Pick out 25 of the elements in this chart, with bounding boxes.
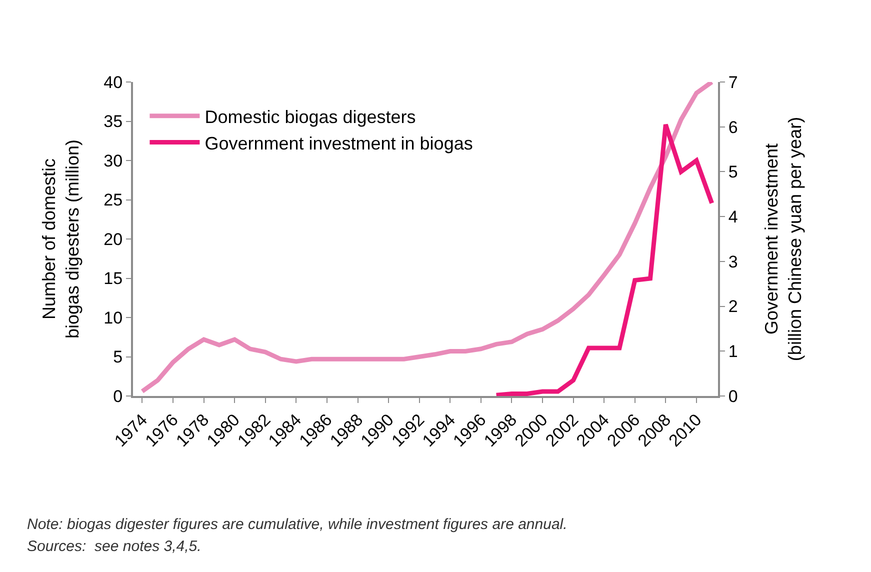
y2-tick-label: 7	[728, 72, 738, 92]
y2-tick-label: 1	[728, 342, 738, 362]
source-note: Sources: see notes 3,4,5.	[27, 538, 202, 555]
y-tick-label: 0	[113, 386, 123, 406]
legend-label: Government investment in biogas	[204, 133, 473, 154]
y-axis-title: Number of domestic biogas digesters (million)	[38, 139, 82, 339]
y-tick-label: 15	[104, 269, 123, 288]
y2-tick-label: 6	[728, 118, 738, 137]
y2-tick-label: 5	[728, 162, 738, 182]
legend-label: Domestic biogas digesters	[204, 106, 416, 127]
y2-axis-title: Government investment (billion Chinese yuan per year)	[761, 116, 805, 362]
y-tick-label: 25	[104, 190, 123, 210]
y-tick-label: 5	[113, 348, 123, 367]
y2-tick-label: 0	[728, 386, 738, 406]
line-series	[494, 122, 714, 396]
y-tick-label: 10	[104, 308, 123, 328]
y-tick-label: 20	[104, 230, 123, 249]
y-tick-label: 40	[104, 72, 123, 92]
text: Note: biogas digester figures are cumulative, while investment figures are annual.	[27, 516, 568, 533]
y-tick-label: 30	[104, 151, 123, 170]
y2-tick-label: 2	[728, 297, 738, 316]
y2-tick-label: 4	[728, 208, 738, 227]
line-series	[140, 82, 714, 394]
y-tick-label: 35	[104, 112, 123, 132]
y2-tick-label: 3	[728, 252, 738, 272]
